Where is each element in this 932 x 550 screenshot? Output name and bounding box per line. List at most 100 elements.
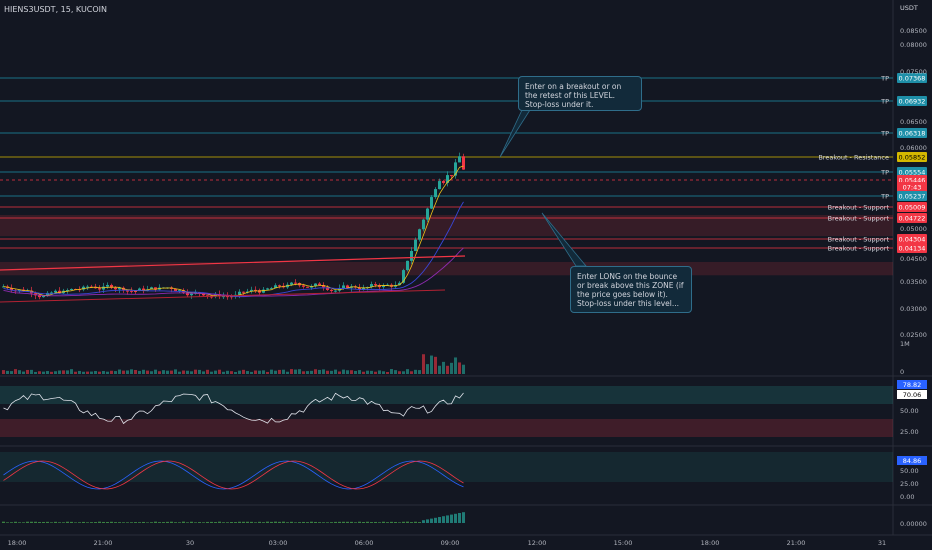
candle-body <box>302 285 305 287</box>
macd-bar <box>414 521 417 523</box>
candle-body <box>322 285 325 288</box>
macd-bar <box>210 521 213 523</box>
volume-bar <box>386 371 389 374</box>
macd-bar <box>86 522 89 523</box>
price-tick: 0.03500 <box>900 278 927 286</box>
volume-bar <box>394 370 397 374</box>
candle-body <box>306 286 309 288</box>
candle-body <box>2 286 5 288</box>
macd-bar <box>350 521 353 523</box>
candle-body <box>394 285 397 287</box>
macd-bar <box>106 521 109 523</box>
volume-bar <box>454 357 457 374</box>
ma-longest <box>0 289 446 303</box>
price-tag <box>897 73 927 83</box>
rsi-pane: 78.82 70.06 50.00 25.00 <box>0 380 927 437</box>
macd-bar <box>150 522 153 523</box>
macd-bar <box>74 522 77 523</box>
volume-bar <box>118 369 121 374</box>
macd-bar <box>366 521 369 523</box>
volume-bar <box>174 369 177 374</box>
price-tick: 0.03000 <box>900 305 927 313</box>
macd-bar <box>46 521 49 523</box>
volume-bar <box>218 369 221 374</box>
macd-bar <box>394 521 397 523</box>
macd-bar <box>370 522 373 523</box>
price-tick: 0.08500 <box>900 27 927 35</box>
price-tag <box>897 167 927 177</box>
volume-bar <box>362 371 365 374</box>
macd-bar <box>110 521 113 523</box>
candle-body <box>318 283 321 286</box>
candle-body <box>126 290 129 292</box>
macd-bar <box>54 521 57 523</box>
volume-bar <box>130 369 133 374</box>
volume-pane: 1M 0 <box>2 340 910 376</box>
macd-bar <box>346 521 349 523</box>
macd-bar <box>62 522 65 523</box>
macd-bar <box>202 522 205 523</box>
macd-bar <box>254 522 257 523</box>
price-tag-label: 0.07368 <box>899 75 926 83</box>
candle-body <box>66 290 69 292</box>
candle-body <box>446 175 449 183</box>
macd-bar <box>450 514 453 523</box>
stoch-tick: 25.00 <box>900 480 919 488</box>
stoch-pane: 84.86 50.00 25.00 0.00 <box>0 452 927 501</box>
volume-bar <box>226 370 229 374</box>
candle-body <box>142 288 145 291</box>
macd-bar <box>406 521 409 523</box>
macd-bar <box>358 521 361 523</box>
volume-bar <box>346 370 349 374</box>
rsi-oversold-band <box>0 419 893 437</box>
macd-bar <box>262 522 265 523</box>
macd-bar <box>170 521 173 523</box>
price-tag-label: 0.04722 <box>899 215 926 223</box>
macd-bar <box>398 522 401 523</box>
volume-bar <box>154 369 157 374</box>
macd-bar <box>362 521 365 523</box>
candle-body <box>346 285 349 288</box>
time-axis[interactable]: 18:00 21:00 30 03:00 06:00 09:00 12:00 15:00 18:… <box>8 539 887 547</box>
callout-bottom: Enter LONG on the bounce or break above … <box>570 266 692 313</box>
rsi-line <box>3 392 464 425</box>
candle-body <box>290 282 293 285</box>
time-tick: 09:00 <box>441 539 460 547</box>
volume-bar <box>366 370 369 374</box>
volume-bar <box>6 370 9 374</box>
volume-bar <box>94 371 97 374</box>
volume-bar <box>238 370 241 374</box>
price-tag-label: 0.04134 <box>899 245 926 253</box>
candle-body <box>202 292 205 296</box>
stoch-tag <box>897 456 927 465</box>
volume-bar <box>10 371 13 374</box>
macd-bar <box>310 521 313 523</box>
volume-bar <box>406 369 409 374</box>
rsi-tick: 25.00 <box>900 428 919 436</box>
volume-bar <box>294 369 297 374</box>
volume-bar <box>106 371 109 374</box>
macd-bar <box>22 522 25 523</box>
macd-bar <box>94 522 97 523</box>
macd-bar <box>230 521 233 523</box>
macd-bar <box>426 519 429 523</box>
time-tick: 21:00 <box>94 539 113 547</box>
price-axis[interactable]: 0.07368 0.06932 0.06318 0.05852 0.055540.054… <box>897 4 927 339</box>
candle-body <box>226 296 229 298</box>
candle-body <box>118 287 121 290</box>
volume-bar <box>358 370 361 374</box>
price-tag <box>897 96 927 106</box>
volume-bar <box>450 362 453 374</box>
callout-top: Enter on a breakout or on the retest of … <box>518 76 642 111</box>
volume-bar <box>318 369 321 374</box>
macd-bar <box>326 522 329 523</box>
volume-bar <box>222 371 225 374</box>
support-zone-upper <box>0 215 893 237</box>
candle-body <box>426 208 429 220</box>
volume-bar <box>34 371 37 374</box>
candle-body <box>110 284 113 288</box>
macd-bar <box>290 521 293 523</box>
price-tag <box>897 234 927 244</box>
volume-tick: 0 <box>900 368 904 376</box>
